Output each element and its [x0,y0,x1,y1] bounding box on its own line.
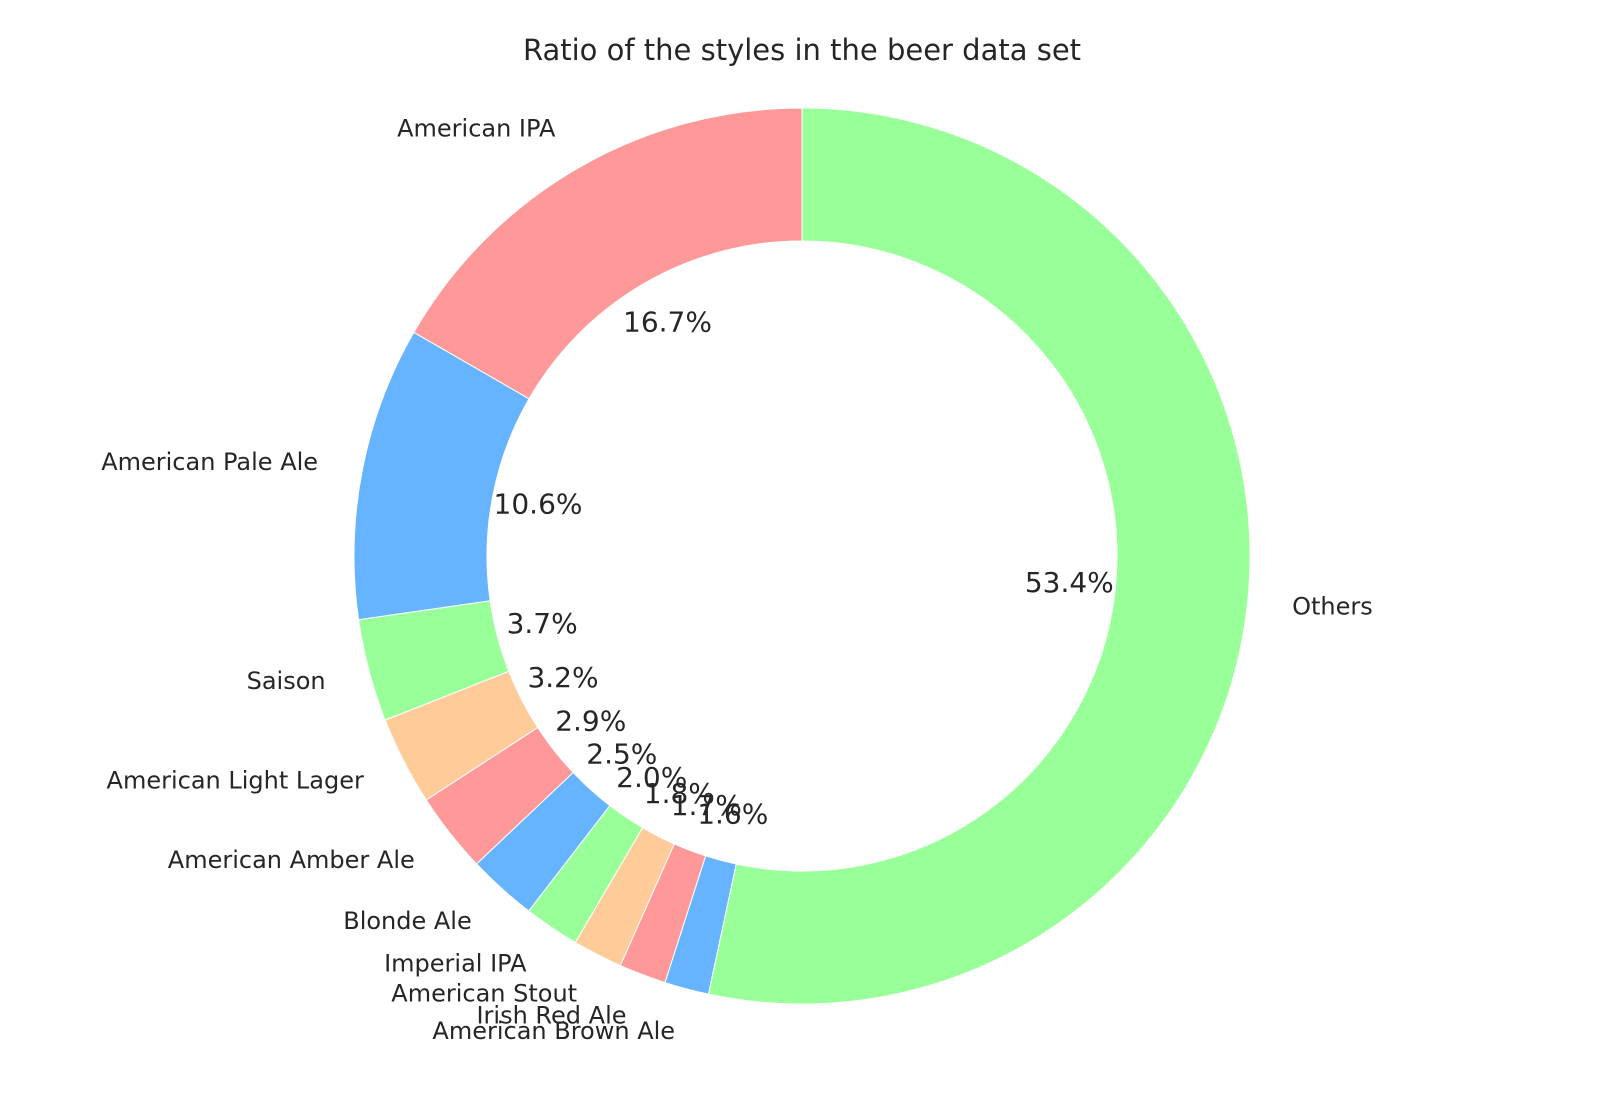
slice-others [708,108,1250,1004]
slice-label: American IPA [397,114,556,142]
chart-title: Ratio of the styles in the beer data set [523,33,1081,67]
slice-american-ipa [414,108,802,399]
slice-label: American Light Lager [107,767,364,795]
slice-label: American Brown Ale [432,1017,675,1045]
slices-layer [354,108,1250,1004]
slice-percent-label: 3.7% [507,607,578,640]
slice-label: Imperial IPA [384,950,527,978]
slice-percent-label: 10.6% [494,487,583,520]
slice-label: Others [1292,593,1373,621]
slice-label: Blonde Ale [343,907,472,935]
slice-label: American Amber Ale [168,846,415,874]
slice-percent-label: 3.2% [527,661,598,694]
slice-label: Saison [247,667,326,695]
slice-percent-label: 53.4% [1025,566,1114,599]
slice-label: American Pale Ale [101,448,318,476]
slice-percent-label: 16.7% [623,305,712,338]
slice-percent-label: 1.6% [697,798,768,831]
slice-percent-label: 2.9% [555,704,626,737]
